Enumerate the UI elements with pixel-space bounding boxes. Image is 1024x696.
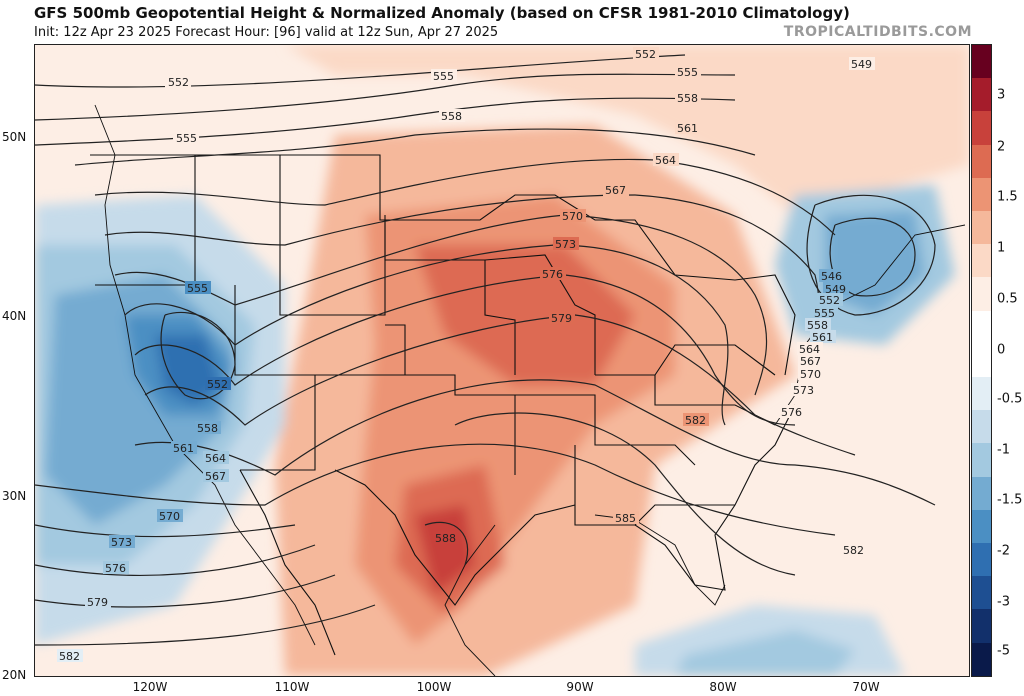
anomaly-map: 552 555 552 555 558 561 564 567 570 573 … [35, 45, 969, 676]
map-panel: 552 555 552 555 558 561 564 567 570 573 … [34, 44, 970, 677]
chart-title: GFS 500mb Geopotential Height & Normaliz… [34, 4, 850, 22]
colorbar-segment [972, 343, 991, 378]
colorbar-segment [972, 45, 991, 79]
colorbar-segment [972, 211, 991, 245]
colorbar-segment [972, 244, 991, 278]
contour-label: 570 [562, 210, 583, 223]
colorbar-tick: 1.5 [997, 189, 1018, 205]
contour-label: 588 [435, 532, 456, 545]
colorbar-tick: -0.5 [997, 391, 1023, 407]
colorbar-segment [972, 543, 991, 577]
contour-label: 558 [197, 422, 218, 435]
contour-labels: 552 555 552 555 558 561 564 567 570 573 … [57, 47, 875, 663]
lat-label: 40N [2, 309, 27, 323]
colorbar-segment [972, 609, 991, 643]
contour-label: 549 [825, 283, 846, 296]
colorbar-segment [972, 443, 991, 477]
lon-label: 100W [416, 680, 452, 694]
lat-label: 50N [2, 130, 27, 144]
contour-label: 561 [677, 122, 698, 135]
contour-label: 567 [205, 470, 226, 483]
height-contours [35, 54, 936, 646]
colorbar-segment [972, 144, 991, 178]
contour-label: 570 [159, 510, 180, 523]
contour-label: 579 [87, 596, 108, 609]
colorbar-tick: -3 [997, 594, 1010, 610]
contour-label: 564 [799, 343, 820, 356]
contour-label: 579 [551, 312, 572, 325]
colorbar-tick: -5 [997, 643, 1010, 659]
contour-label: 582 [843, 544, 864, 557]
lat-label: 20N [2, 668, 27, 682]
contour-label: 561 [173, 442, 194, 455]
contour-label: 567 [800, 355, 821, 368]
lon-label: 110W [274, 680, 310, 694]
contour-label: 552 [819, 294, 840, 307]
site-credit: TROPICALTIDBITS.COM [783, 24, 972, 40]
colorbar [971, 44, 992, 677]
colorbar-segment [972, 310, 991, 344]
colorbar-segment [972, 576, 991, 610]
contour-label: 555 [677, 66, 698, 79]
lon-label: 90W [566, 680, 594, 694]
lon-label: 120W [132, 680, 168, 694]
chart-subtitle: Init: 12z Apr 23 2025 Forecast Hour: [96… [34, 25, 499, 40]
contour-label: 552 [168, 76, 189, 89]
contour-label: 564 [655, 154, 676, 167]
colorbar-tick: -2 [997, 543, 1010, 559]
contour-label: 558 [807, 319, 828, 332]
colorbar-tick: 0 [997, 342, 1006, 358]
colorbar-segment [972, 377, 991, 411]
colorbar-segment [972, 78, 991, 112]
contour-label: 555 [187, 282, 208, 295]
colorbar-tick: 3 [997, 87, 1006, 103]
contour-label: 558 [441, 110, 462, 123]
contour-label: 573 [555, 238, 576, 251]
contour-label: 546 [821, 270, 842, 283]
contour-label: 567 [605, 184, 626, 197]
colorbar-segment [972, 410, 991, 444]
colorbar-segment [972, 277, 991, 311]
lon-label: 80W [709, 680, 737, 694]
lon-label: 70W [852, 680, 880, 694]
contour-label: 558 [677, 92, 698, 105]
contour-label: 561 [812, 331, 833, 344]
colorbar-tick: 1 [997, 240, 1006, 256]
contour-label: 564 [205, 452, 226, 465]
contour-label: 585 [615, 512, 636, 525]
lat-label: 30N [2, 489, 27, 503]
contour-label: 573 [793, 384, 814, 397]
contour-label: 582 [59, 650, 80, 663]
colorbar-tick: -1 [997, 442, 1010, 458]
colorbar-tick: -1.5 [997, 492, 1023, 508]
colorbar-tick: 0.5 [997, 291, 1018, 307]
contour-label: 549 [851, 58, 872, 71]
colorbar-segment [972, 111, 991, 145]
colorbar-segment [972, 177, 991, 212]
contour-label: 555 [814, 307, 835, 320]
contour-label: 582 [685, 414, 706, 427]
contour-label: 576 [781, 406, 802, 419]
colorbar-segment [972, 476, 991, 510]
contour-label: 570 [800, 368, 821, 381]
contour-label: 576 [105, 562, 126, 575]
contour-label: 552 [635, 48, 656, 61]
contour-label: 552 [207, 378, 228, 391]
contour-label: 576 [542, 268, 563, 281]
contour-label: 573 [111, 536, 132, 549]
colorbar-segment [972, 509, 991, 544]
colorbar-segment [972, 642, 991, 676]
colorbar-tick: 2 [997, 139, 1006, 155]
contour-label: 555 [433, 70, 454, 83]
contour-label: 555 [176, 132, 197, 145]
